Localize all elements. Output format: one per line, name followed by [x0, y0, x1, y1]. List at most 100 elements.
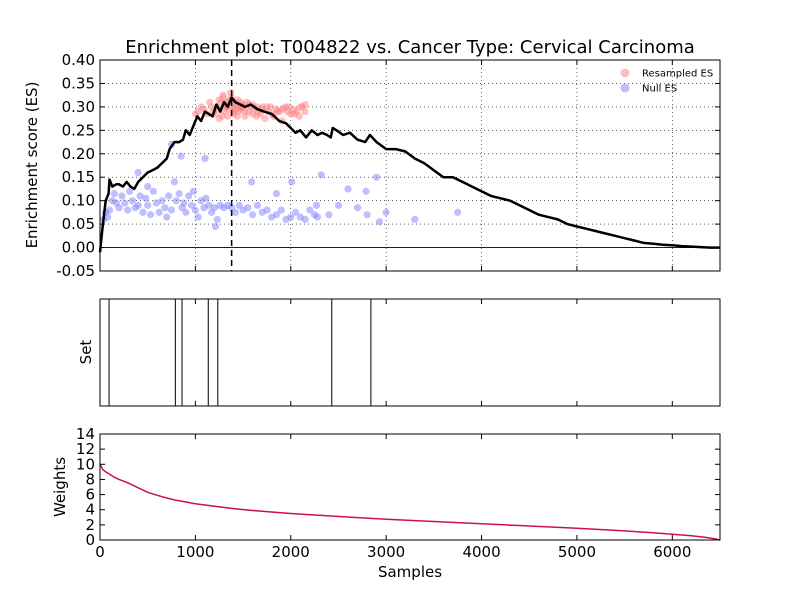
weights-y-tick-label: 0	[85, 531, 95, 549]
resampled-es-point	[263, 103, 271, 111]
null-es-point	[211, 222, 220, 231]
null-es-point	[375, 218, 384, 226]
null-es-point	[325, 211, 333, 219]
null-es-point	[353, 204, 362, 212]
null-es-point	[121, 199, 129, 207]
es-curve	[98, 96, 720, 253]
resampled-es-point	[233, 112, 241, 120]
null-es-point	[110, 190, 118, 198]
null-es-point	[291, 208, 300, 216]
set-plot-area	[100, 299, 720, 406]
legend-null-marker	[620, 83, 630, 93]
null-es-point	[213, 215, 221, 224]
null-es-point	[144, 201, 152, 209]
null-es-point	[454, 208, 462, 216]
x-axis-label: Samples	[378, 563, 442, 581]
null-es-point	[191, 206, 199, 214]
enrichment-y-ticks: -0.05 0.00 0.05 0.10 0.15 0.20 0.25 0.30 0.35 0.4…	[56, 51, 720, 280]
y-tick-label: 0.00	[62, 239, 95, 257]
null-es-point	[313, 213, 322, 221]
null-es-point	[288, 178, 296, 186]
weights-y-tick-label: 14	[76, 425, 95, 443]
null-es-point	[382, 208, 390, 216]
null-es-point	[194, 213, 202, 221]
x-tick-label: 2000	[272, 543, 310, 561]
null-es-point	[152, 199, 160, 207]
set-x-ticks	[99, 299, 673, 406]
null-es-point	[180, 199, 188, 207]
null-es-point	[149, 187, 158, 195]
null-es-point	[161, 204, 169, 212]
legend-resampled-marker	[620, 68, 630, 78]
null-es-point	[172, 197, 180, 205]
null-es-point	[201, 154, 209, 163]
null-es-point	[139, 208, 147, 216]
resampled-es-point	[273, 107, 282, 116]
null-es-point	[115, 204, 123, 212]
enrichment-y-label: Enrichment score (ES)	[23, 82, 41, 249]
null-es-point	[272, 190, 281, 198]
null-es-point	[210, 204, 219, 212]
null-es-point	[175, 190, 183, 198]
null-es-point	[249, 211, 257, 219]
es-curve-line	[98, 96, 720, 253]
null-es-point	[301, 215, 309, 224]
x-tick-label: 3000	[367, 543, 405, 561]
null-es-point	[312, 201, 321, 209]
null-es-point	[334, 201, 343, 209]
null-es-point	[136, 192, 144, 200]
enrichment-panel: -0.05 0.00 0.05 0.10 0.15 0.20 0.25 0.30 0.35 0.4…	[23, 51, 721, 280]
null-es-point	[231, 208, 240, 216]
y-tick-label: 0.05	[62, 215, 95, 233]
set-panel: Set	[77, 298, 721, 407]
null-es-point	[105, 206, 114, 214]
weights-curve	[99, 463, 721, 541]
y-tick-label: 0.30	[62, 98, 95, 116]
weights-y-label: Weights	[51, 457, 69, 517]
null-es-point	[182, 208, 190, 216]
x-tick-label: 4000	[462, 543, 500, 561]
weights-y-tick-label: 12	[76, 440, 95, 458]
null-es-point	[177, 152, 185, 160]
null-es-point	[104, 213, 112, 221]
y-tick-label: 0.15	[62, 168, 95, 186]
null-es-point	[165, 192, 173, 200]
y-tick-label: 0.25	[62, 121, 95, 139]
null-es-point	[362, 187, 370, 195]
x-tick-label: 5000	[558, 543, 596, 561]
weights-curve-line	[99, 463, 721, 541]
x-tick-label: 1000	[176, 543, 214, 561]
legend-resampled-label: Resampled ES	[642, 69, 713, 80]
null-es-point	[363, 211, 371, 219]
legend-null-label: Null ES	[642, 84, 677, 95]
chart-title: Enrichment plot: T004822 vs. Cancer Type…	[125, 37, 695, 58]
null-es-point	[155, 208, 163, 216]
resampled-es-point	[296, 103, 304, 111]
null-es-point	[253, 201, 261, 209]
legend: Resampled ES Null ES	[620, 68, 713, 95]
y-tick-label: 0.35	[62, 74, 95, 92]
null-es-point	[142, 194, 150, 202]
set-plot-frame	[99, 298, 721, 407]
resampled-es-point	[218, 112, 226, 120]
resampled-es-point	[261, 115, 269, 123]
null-es-point	[158, 197, 166, 205]
null-es-point	[128, 197, 137, 205]
resampled-es-point	[301, 107, 309, 116]
null-es-point	[124, 206, 132, 214]
set-hits	[108, 299, 372, 406]
weights-y-tick-label: 8	[85, 470, 95, 488]
null-es-point	[277, 206, 285, 214]
null-es-points	[100, 140, 462, 231]
set-y-label: Set	[77, 340, 95, 365]
weights-x-ticks: 0 1000 2000 3000 4000 5000 6000	[95, 434, 691, 561]
null-es-point	[248, 178, 256, 186]
resampled-es-point	[285, 103, 293, 111]
null-es-point	[306, 206, 314, 214]
y-tick-label: 0.20	[62, 145, 95, 163]
null-es-point	[167, 206, 176, 214]
resampled-es-point	[241, 107, 249, 116]
